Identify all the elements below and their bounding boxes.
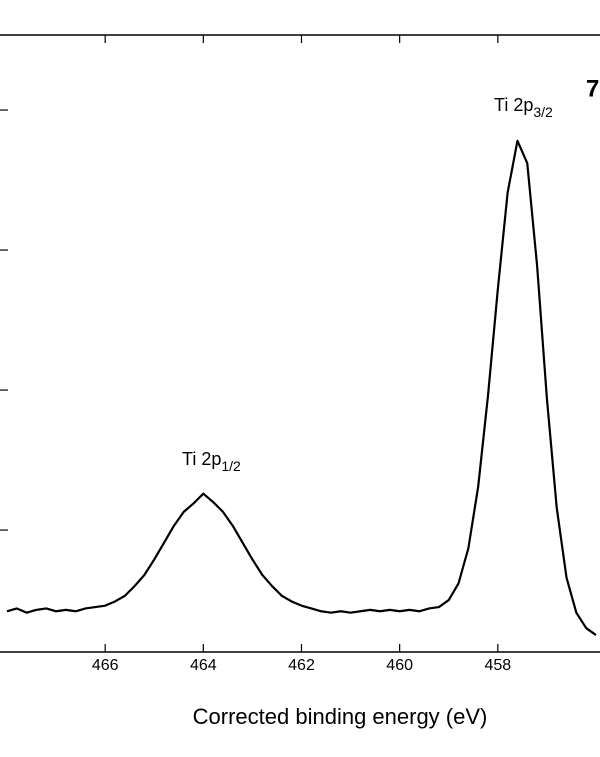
spectrum-line [6, 139, 597, 636]
x-tick-label: 460 [386, 657, 413, 674]
peak-label: Ti 2p1/2 [182, 449, 241, 474]
x-axis-label: Corrected binding energy (eV) [193, 704, 488, 729]
peak-label-subscript: 3/2 [533, 104, 553, 120]
x-tick-label: 462 [288, 657, 315, 674]
x-tick-label: 464 [190, 657, 217, 674]
x-tick-label: 466 [92, 657, 119, 674]
panel-label: 7 [586, 75, 599, 102]
peak-label-subscript: 1/2 [221, 458, 241, 474]
peak-label: Ti 2p3/2 [494, 95, 553, 120]
peak-label-text: Ti 2p [182, 449, 221, 469]
x-tick-label: 458 [484, 657, 511, 674]
peak-label-text: Ti 2p [494, 95, 533, 115]
